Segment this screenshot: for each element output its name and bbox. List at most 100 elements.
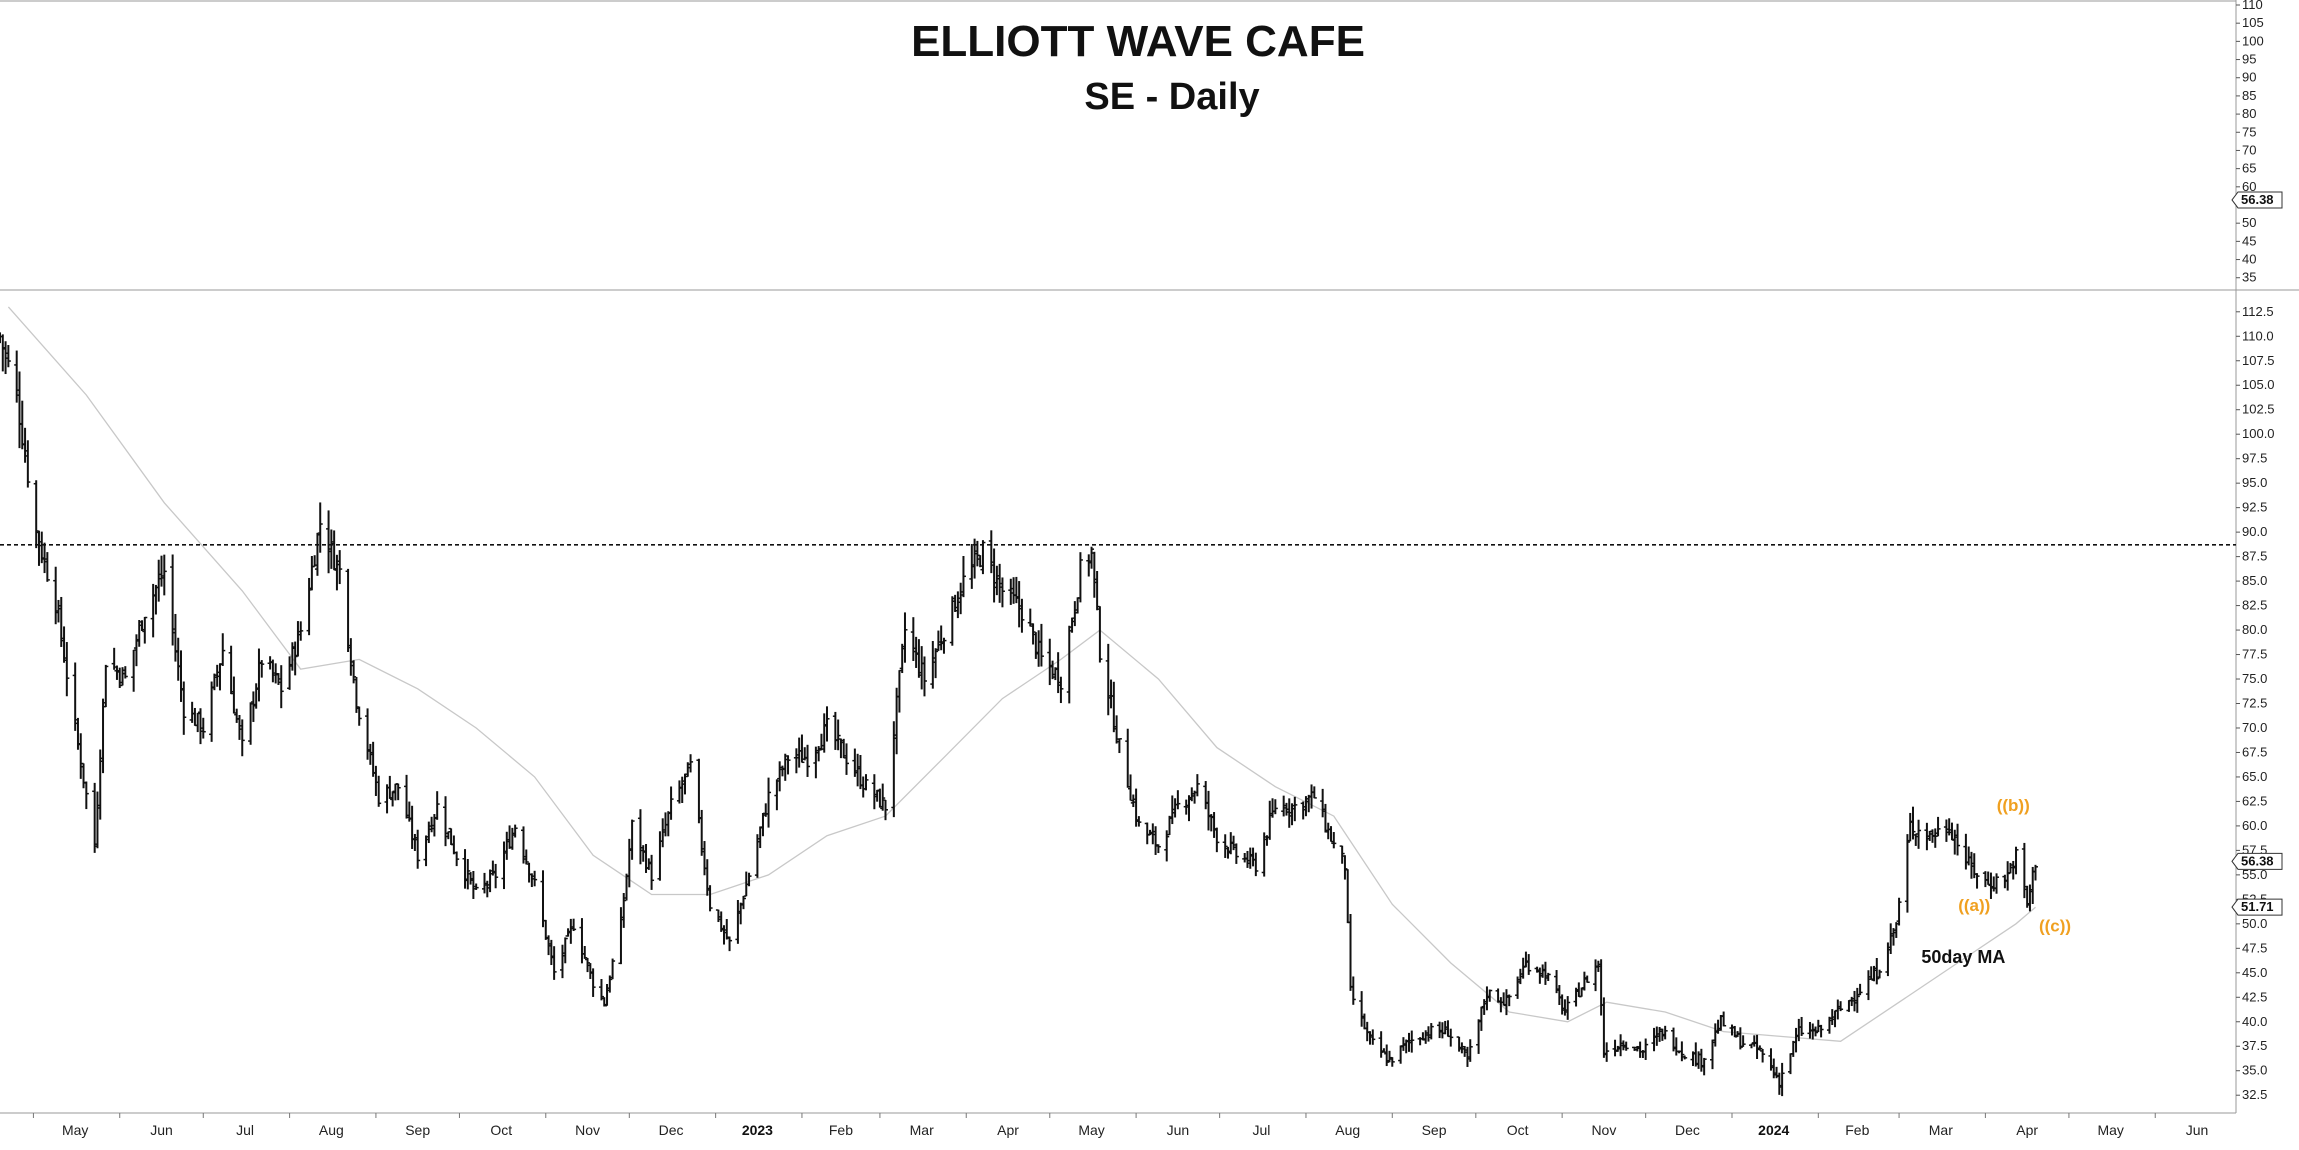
price-bar	[1409, 1030, 1415, 1053]
price-bar	[1370, 1029, 1376, 1045]
price-bar	[1311, 786, 1317, 799]
x-tick-label: May	[2097, 1122, 2123, 1138]
price-bar	[551, 946, 557, 980]
price-bar	[882, 799, 888, 821]
price-bar	[805, 744, 811, 777]
price-bar	[395, 783, 401, 801]
price-bar	[1253, 852, 1259, 877]
x-tick-label: Jun	[150, 1122, 173, 1138]
price-bar	[1175, 790, 1181, 810]
price-bar	[1116, 738, 1122, 754]
price-bar	[1019, 598, 1025, 633]
x-tick-label: Jun	[2186, 1122, 2209, 1138]
lower-tick-label: 35.0	[2242, 1063, 2267, 1078]
lower-tick-label: 67.5	[2242, 744, 2267, 759]
upper-panel-y-axis: 110 105 100 95 90 85 80 75 70 65 60 50 45 40 35	[2236, 0, 2264, 285]
price-bar	[1565, 996, 1571, 1020]
price-bar	[1904, 834, 1910, 913]
price-bar	[220, 633, 226, 666]
ma-value-tag: 51.71	[2231, 898, 2283, 916]
price-bar	[1389, 1056, 1395, 1067]
price-bar	[941, 637, 947, 654]
lower-tick-label: 47.5	[2242, 940, 2267, 955]
lower-tick-label: 72.5	[2242, 696, 2267, 711]
price-bars	[0, 332, 2039, 1097]
price-bar	[571, 918, 577, 932]
price-bar	[523, 849, 529, 865]
upper-last-value-tag: 56.38	[2231, 191, 2283, 209]
price-bar	[707, 885, 713, 912]
lower-tick-label: 32.5	[2242, 1087, 2267, 1102]
price-bar	[1350, 976, 1356, 1005]
price-tags: 56.38 56.38 51.71	[2231, 191, 2283, 916]
price-bar	[727, 936, 733, 952]
lower-tick-label: 87.5	[2242, 549, 2267, 564]
upper-tick-label: 95	[2242, 52, 2256, 67]
price-bar	[835, 719, 841, 751]
wave-label: ((b))	[1997, 796, 2030, 815]
price-bar	[1643, 1038, 1649, 1060]
price-bar	[1222, 834, 1228, 858]
svg-text:56.38: 56.38	[2241, 853, 2274, 868]
ma-50day-line	[7, 306, 2036, 1042]
lower-tick-label: 45.0	[2242, 965, 2267, 980]
price-bar	[1545, 972, 1551, 982]
lower-tick-label: 92.5	[2242, 500, 2267, 515]
price-bar	[83, 781, 89, 810]
price-bar	[746, 872, 752, 887]
x-tick-label: Apr	[997, 1122, 1019, 1138]
price-bar	[5, 345, 11, 368]
price-bar	[465, 859, 471, 890]
price-bar	[25, 440, 31, 488]
price-bar	[766, 777, 772, 828]
x-tick-label: May	[62, 1122, 88, 1138]
x-tick-label: Dec	[1675, 1122, 1700, 1138]
x-tick-label: Aug	[319, 1122, 344, 1138]
price-bar	[621, 893, 627, 928]
price-bar	[1701, 1057, 1707, 1076]
price-bar	[454, 851, 460, 867]
price-bar	[1292, 796, 1298, 822]
x-tick-label: Nov	[1591, 1122, 1616, 1138]
price-bar	[376, 775, 382, 807]
x-tick-label: Jun	[1167, 1122, 1190, 1138]
price-bar	[921, 656, 927, 697]
lower-tick-label: 42.5	[2242, 989, 2267, 1004]
wave-label: ((a))	[1958, 896, 1990, 915]
price-bar	[434, 791, 440, 820]
lower-tick-label: 100.0	[2242, 426, 2275, 441]
lower-tick-label: 105.0	[2242, 377, 2275, 392]
x-tick-label: May	[1078, 1122, 1104, 1138]
price-bar	[1682, 1055, 1688, 1060]
upper-tick-label: 60	[2242, 179, 2256, 194]
price-bar	[1854, 987, 1860, 1013]
svg-text:51.71: 51.71	[2241, 899, 2274, 914]
price-bar	[1974, 873, 1980, 889]
x-tick-label: Oct	[1507, 1122, 1529, 1138]
price-bar	[1448, 1028, 1454, 1047]
ma-label: 50day MA	[1921, 947, 2005, 967]
lower-tick-label: 60.0	[2242, 818, 2267, 833]
price-bar	[1136, 816, 1142, 827]
svg-text:56.38: 56.38	[2241, 192, 2274, 207]
price-bar	[278, 665, 284, 709]
price-bar	[1623, 1041, 1629, 1051]
price-bar	[1467, 1039, 1473, 1062]
lower-tick-label: 97.5	[2242, 451, 2267, 466]
price-bar	[473, 883, 479, 890]
price-bar	[1097, 606, 1103, 663]
lower-tick-label: 112.5	[2242, 304, 2274, 319]
price-bar	[902, 612, 908, 663]
price-bar	[1935, 816, 1941, 837]
price-bar	[1662, 1025, 1668, 1040]
price-bar	[2033, 864, 2039, 881]
price-bar	[1813, 1026, 1819, 1037]
x-tick-label: Mar	[910, 1122, 934, 1138]
lower-tick-label: 95.0	[2242, 475, 2267, 490]
price-bar	[1487, 989, 1493, 1002]
price-bar	[740, 895, 746, 910]
price-bar	[1194, 774, 1200, 797]
price-bar	[1506, 994, 1512, 1007]
x-tick-label: 2023	[742, 1122, 773, 1138]
